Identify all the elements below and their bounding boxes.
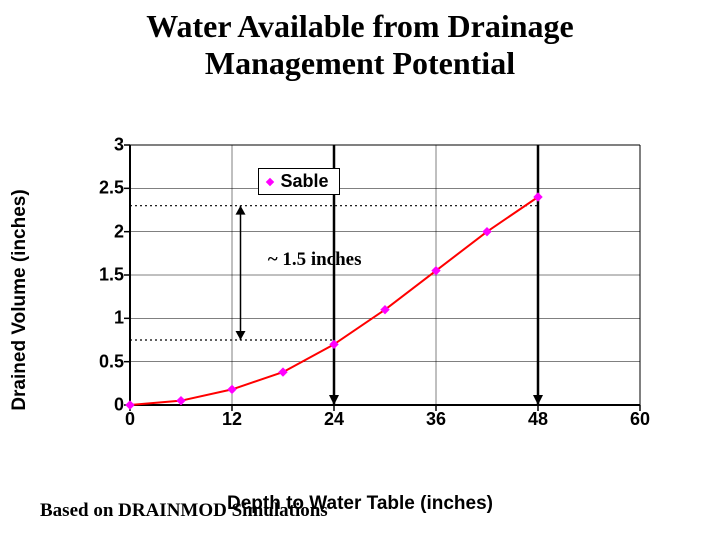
y-tick-label: 2 [114, 221, 124, 242]
legend: Sable [258, 168, 340, 195]
annotation-label: ~ 1.5 inches [268, 249, 362, 271]
title-line-2: Management Potential [205, 45, 515, 81]
y-tick-label: 2.5 [99, 178, 124, 199]
y-tick-label: 1.5 [99, 265, 124, 286]
title-line-1: Water Available from Drainage [146, 8, 574, 44]
y-axis-label: Drained Volume (inches) [9, 189, 31, 410]
x-tick-label: 0 [125, 409, 135, 430]
x-tick-label: 48 [528, 409, 548, 430]
page-title: Water Available from Drainage Management… [0, 0, 720, 82]
y-tick-label: 0 [114, 395, 124, 416]
y-tick-label: 3 [114, 135, 124, 156]
x-tick-label: 24 [324, 409, 344, 430]
y-tick-label: 1 [114, 308, 124, 329]
x-tick-label: 36 [426, 409, 446, 430]
legend-marker-icon [265, 178, 273, 186]
chart-svg [130, 145, 640, 405]
y-tick-label: 0.5 [99, 351, 124, 372]
footnote: Based on DRAINMOD Simulations [40, 500, 328, 522]
x-tick-label: 12 [222, 409, 242, 430]
plot-area: Sable ~ 1.5 inches 00.511.522.5301224364… [130, 145, 640, 405]
legend-label: Sable [281, 171, 329, 192]
x-tick-label: 60 [630, 409, 650, 430]
chart-container: Drained Volume (inches) Sable ~ 1.5 inch… [60, 135, 660, 465]
